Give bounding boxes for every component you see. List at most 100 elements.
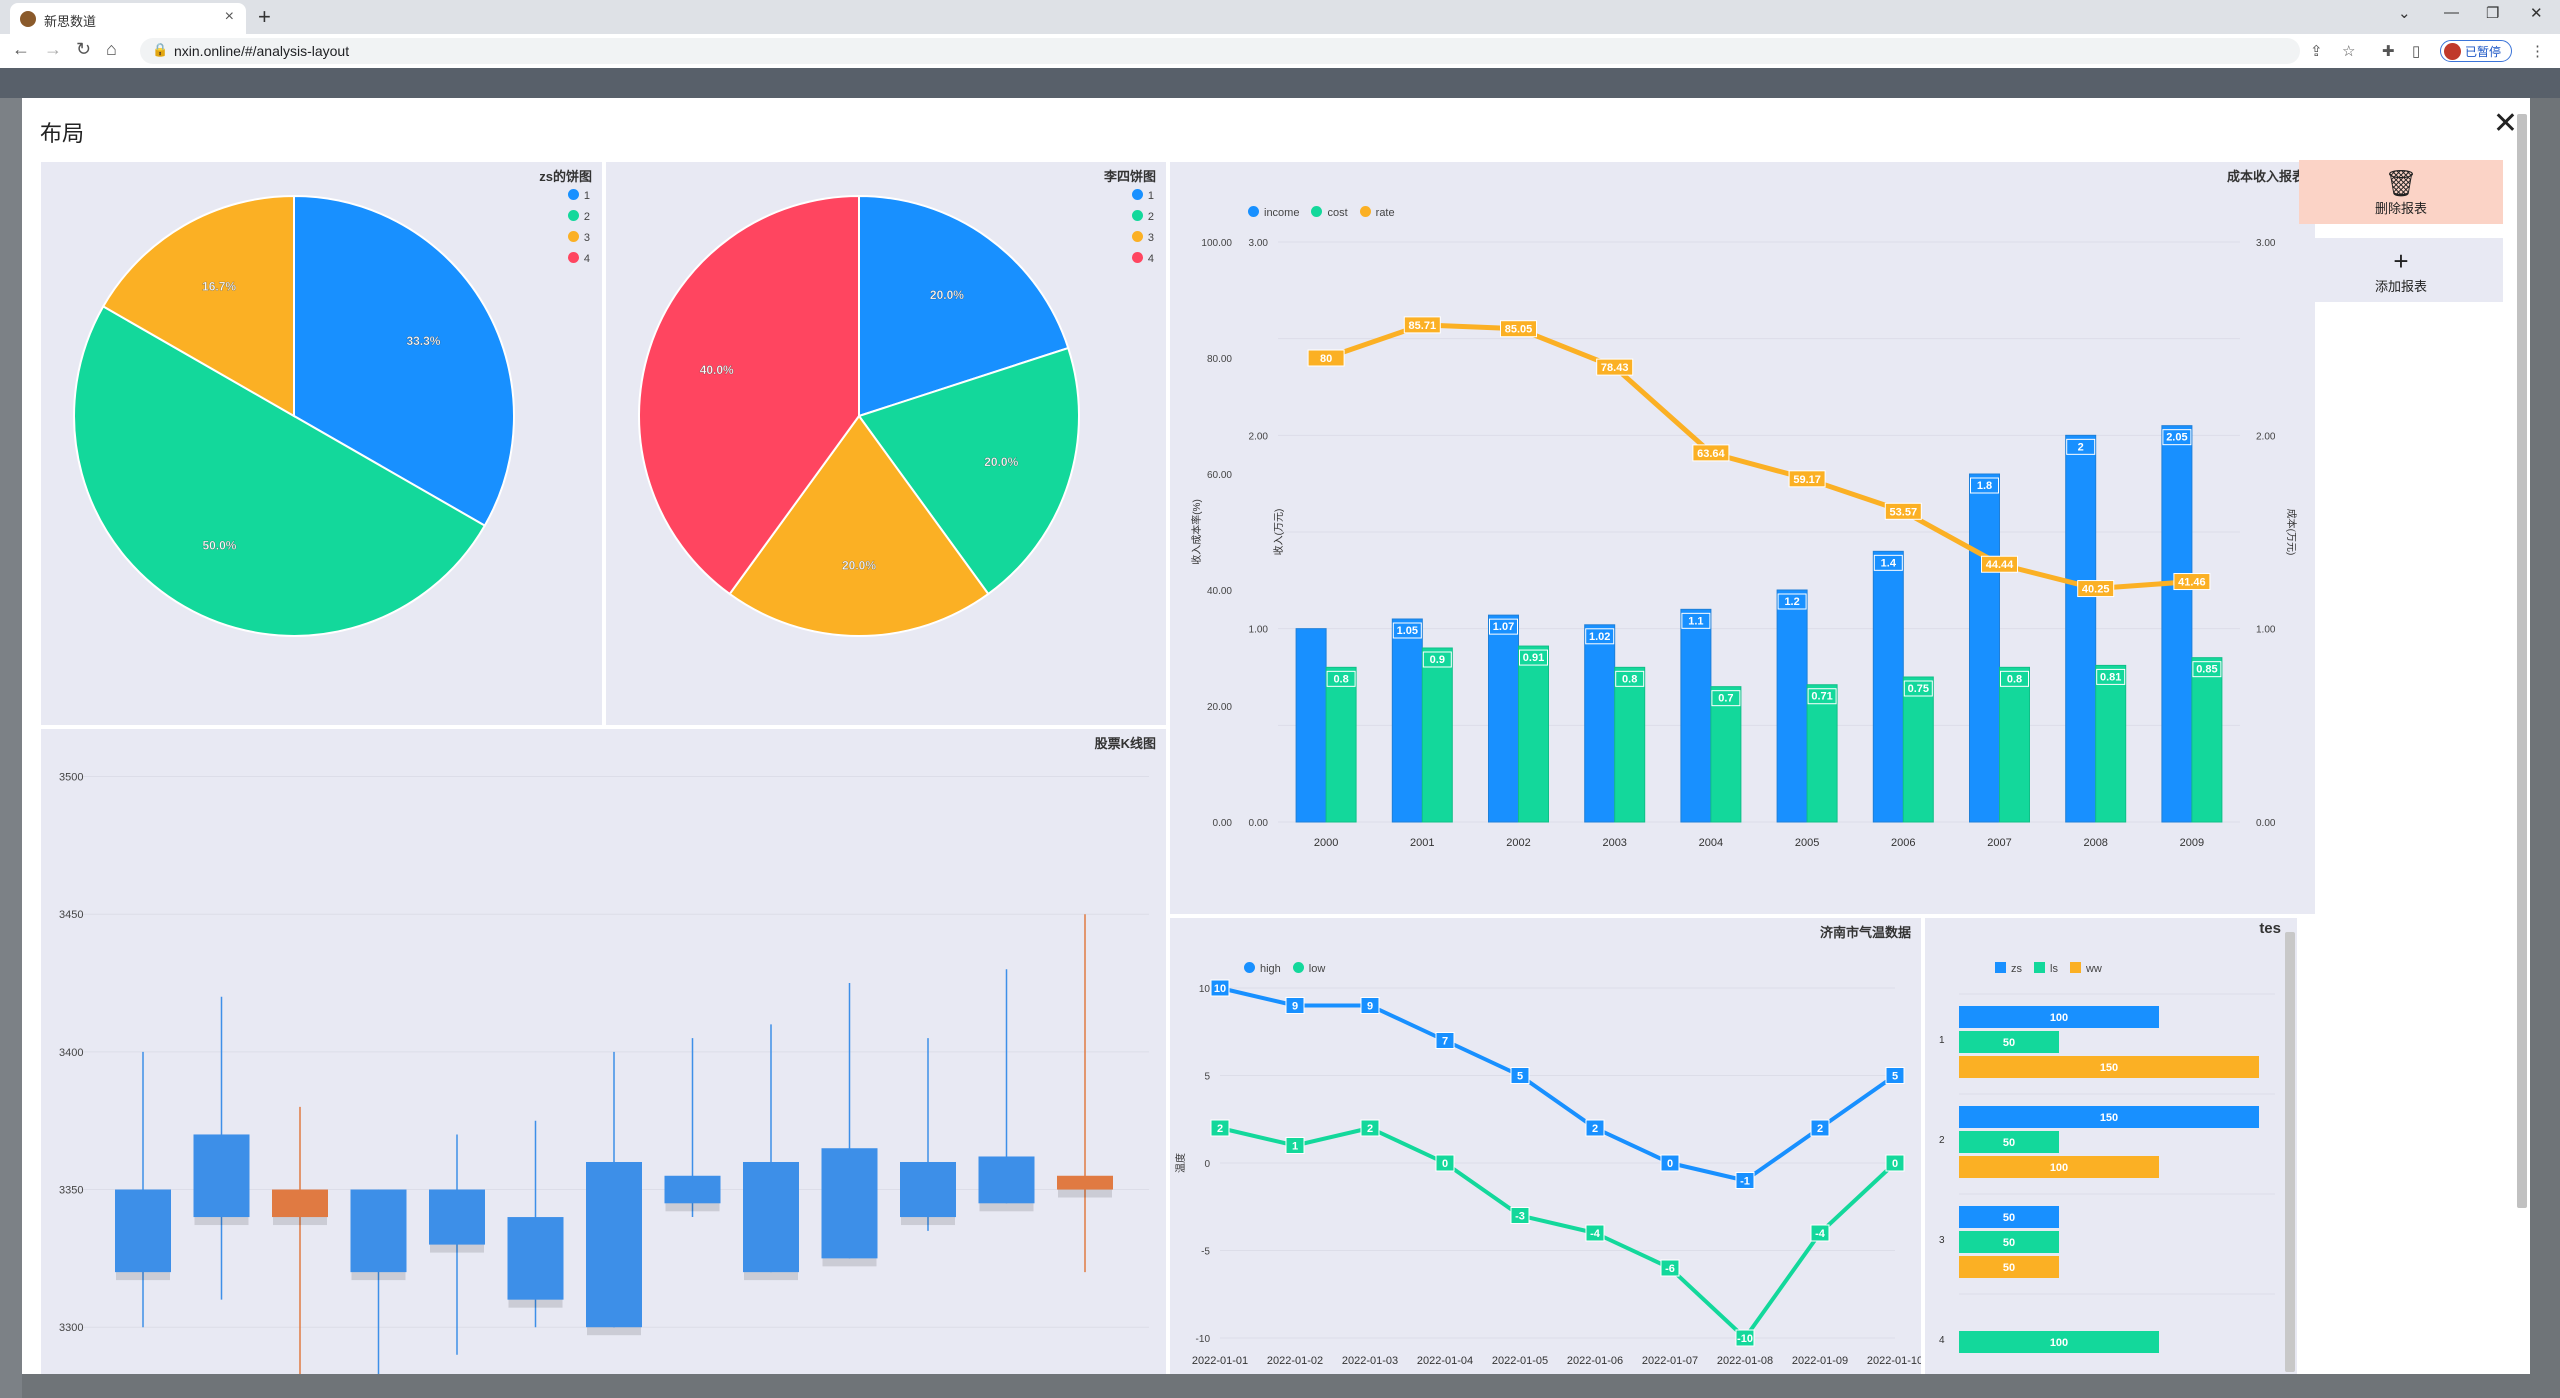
rate-data-label: 85.05: [1505, 324, 1533, 336]
candle-body: [586, 1161, 642, 1328]
modal-scrollbar[interactable]: [2517, 114, 2527, 1208]
legend-item[interactable]: 1: [1131, 186, 1154, 207]
reload-icon[interactable]: ↻: [76, 39, 92, 59]
data-label-box: [1585, 1224, 1605, 1242]
income-data-label: 1.07: [1493, 621, 1514, 633]
bar-data-label: 150: [2100, 1062, 2118, 1074]
minimize-icon[interactable]: —: [2444, 4, 2459, 21]
data-label-box: [1510, 1207, 1530, 1224]
legend-item[interactable]: low: [1292, 962, 1325, 975]
legend-item[interactable]: 1: [567, 186, 590, 207]
candle-body: [272, 1189, 328, 1218]
restore-icon[interactable]: ❐: [2486, 5, 2500, 22]
y-tick-label: 3300: [59, 1322, 83, 1334]
bookmark-star-icon[interactable]: ☆: [2342, 43, 2356, 60]
chart-legend: 1 2 3 4: [1131, 186, 1154, 270]
candle-body: [429, 1189, 485, 1245]
window-close-icon[interactable]: ✕: [2530, 5, 2543, 22]
tab-search-icon[interactable]: ⌄: [2398, 5, 2411, 22]
forward-icon[interactable]: →: [44, 39, 62, 59]
y-tick-label: 20.00: [1207, 702, 1232, 713]
browser-tab[interactable]: 新思数道 ×: [10, 3, 246, 34]
axis-label: 温度: [1174, 1153, 1187, 1173]
menu-icon[interactable]: ⋮: [2530, 43, 2545, 60]
y-tick-label: -5: [1201, 1247, 1210, 1258]
home-icon[interactable]: ⌂: [106, 39, 117, 59]
temp-line: [1219, 1126, 1897, 1340]
delete-report-button[interactable]: 🗑 删除报表: [2299, 160, 2503, 224]
legend-item[interactable]: income: [1248, 206, 1300, 219]
legend-item[interactable]: 3: [567, 228, 590, 249]
tab-close-icon[interactable]: ×: [224, 8, 234, 25]
legend-item[interactable]: 3: [1131, 228, 1154, 249]
temp-data-label: 5: [1517, 1071, 1523, 1083]
data-label-box: [2192, 661, 2222, 678]
combo-chart: 0.0020.0040.0060.0080.00100.000.001.002.…: [1190, 238, 2298, 849]
legend-item[interactable]: zs: [1995, 962, 2022, 975]
new-tab-icon[interactable]: +: [258, 4, 271, 29]
data-label-box: [1585, 1119, 1605, 1137]
pie-chart-panel-2[interactable]: 李四饼图 1 2 3 4 20.0% 20.0% 20.0% 40.0%: [606, 162, 1166, 725]
profile-paused-button[interactable]: 已暂停: [2440, 40, 2512, 62]
legend-item[interactable]: 2: [567, 207, 590, 228]
temp-data-label: -4: [1590, 1228, 1601, 1240]
pie-slice: [638, 194, 860, 596]
extensions-icon[interactable]: ✚: [2382, 43, 2395, 60]
modal-close-icon[interactable]: ✕: [2492, 107, 2518, 140]
panel-scrollbar[interactable]: [2285, 932, 2295, 1372]
share-icon[interactable]: ⇪: [2310, 43, 2323, 60]
pie-slice-label: 33.3%: [406, 334, 440, 348]
chart-legend: income cost rate: [1248, 206, 1407, 219]
browser-toolbar: ← → ↻ ⌂ 🔒 nxin.online/#/analysis-layout …: [0, 34, 2560, 69]
income-bar: [1969, 473, 2000, 823]
cost-bar: [2095, 664, 2127, 823]
legend-item[interactable]: 4: [1131, 249, 1154, 270]
bar-data-label: 50: [2003, 1037, 2015, 1049]
legend-item[interactable]: rate: [1359, 206, 1395, 219]
tes-chart-panel[interactable]: tes zs ls ww 1 100 50 150 2 150 50 100 3 50 50 50 4 100: [1925, 918, 2297, 1374]
data-label-box: [2162, 429, 2192, 446]
income-data-label: 1.1: [1688, 615, 1703, 627]
combo-chart-panel[interactable]: 成本收入报表 income cost rate 0.00 20.00 40.00 60.0…: [1170, 162, 2315, 914]
income-bar: [1680, 608, 1712, 823]
legend-item[interactable]: 4: [567, 249, 590, 270]
bar-ls: [1959, 1331, 2159, 1353]
legend-item[interactable]: ls: [2034, 962, 2058, 975]
pie-chart-panel-1[interactable]: zs的饼图 1 2 3 4 33.3% 50.0% 16.7%: [41, 162, 602, 725]
income-data-label: 1.8: [1977, 480, 1992, 492]
data-label-box: [1873, 554, 1903, 571]
add-report-button[interactable]: + 添加报表: [2299, 238, 2503, 302]
address-bar[interactable]: 🔒 nxin.online/#/analysis-layout: [140, 38, 2300, 64]
back-icon[interactable]: ←: [12, 39, 30, 59]
legend-item[interactable]: cost: [1311, 206, 1348, 219]
legend-label: income: [1264, 207, 1300, 219]
income-data-label: 1.2: [1784, 596, 1799, 608]
y-tick-label: 40.00: [1207, 586, 1232, 597]
rate-data-label: 63.64: [1697, 448, 1725, 460]
data-label-box: [1788, 470, 1826, 488]
legend-item[interactable]: ww: [2069, 962, 2102, 975]
cost-data-label: 0.71: [1811, 691, 1832, 703]
data-label-box: [1660, 1154, 1680, 1172]
legend-marker: [1359, 206, 1371, 217]
chart-title: zs的饼图: [539, 169, 592, 184]
legend-marker: [1244, 962, 1255, 973]
data-label-box: [1360, 1119, 1380, 1137]
bar-ls: [1959, 1131, 2059, 1153]
legend-label: 2: [1147, 211, 1154, 223]
y-tick-label: 3.00: [2256, 238, 2276, 249]
y-tick-label: 3350: [59, 1185, 83, 1197]
chart-title: tes: [2259, 920, 2281, 937]
data-label-box: [1711, 690, 1741, 707]
chart-title: 股票K线图: [1094, 736, 1156, 751]
data-label-box: [1807, 688, 1837, 705]
legend-marker: [2069, 962, 2081, 973]
legend-item[interactable]: 2: [1131, 207, 1154, 228]
side-panel-icon[interactable]: ▯: [2412, 43, 2421, 60]
data-label-box: [1981, 555, 2018, 573]
bar-data-label: 100: [2050, 1162, 2068, 1174]
legend-item[interactable]: high: [1244, 962, 1281, 975]
kline-chart-panel[interactable]: 股票K线图 3300 3350 3400 3450 3500: [41, 729, 1166, 1374]
cost-data-label: 0.8: [1333, 673, 1348, 685]
temperature-chart-panel[interactable]: 济南市气温数据 high low -10 -5 0 5 10 温度 2022-01-01 202…: [1170, 918, 1921, 1374]
